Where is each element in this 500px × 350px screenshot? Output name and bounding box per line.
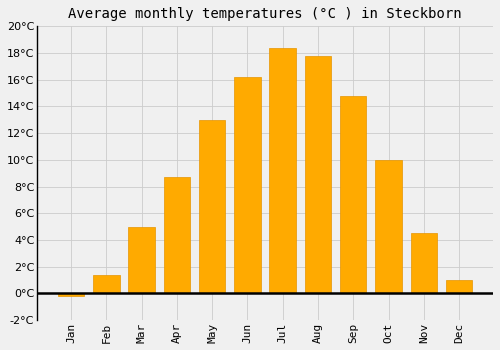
Bar	[199, 120, 226, 293]
Bar	[376, 160, 402, 293]
Bar	[305, 56, 331, 293]
Bar	[446, 280, 472, 293]
Bar	[58, 293, 84, 296]
Bar	[164, 177, 190, 293]
Bar	[234, 77, 260, 293]
Bar	[93, 275, 120, 293]
Bar	[410, 233, 437, 293]
Title: Average monthly temperatures (°C ) in Steckborn: Average monthly temperatures (°C ) in St…	[68, 7, 462, 21]
Bar	[340, 96, 366, 293]
Bar	[128, 226, 155, 293]
Bar	[270, 48, 296, 293]
